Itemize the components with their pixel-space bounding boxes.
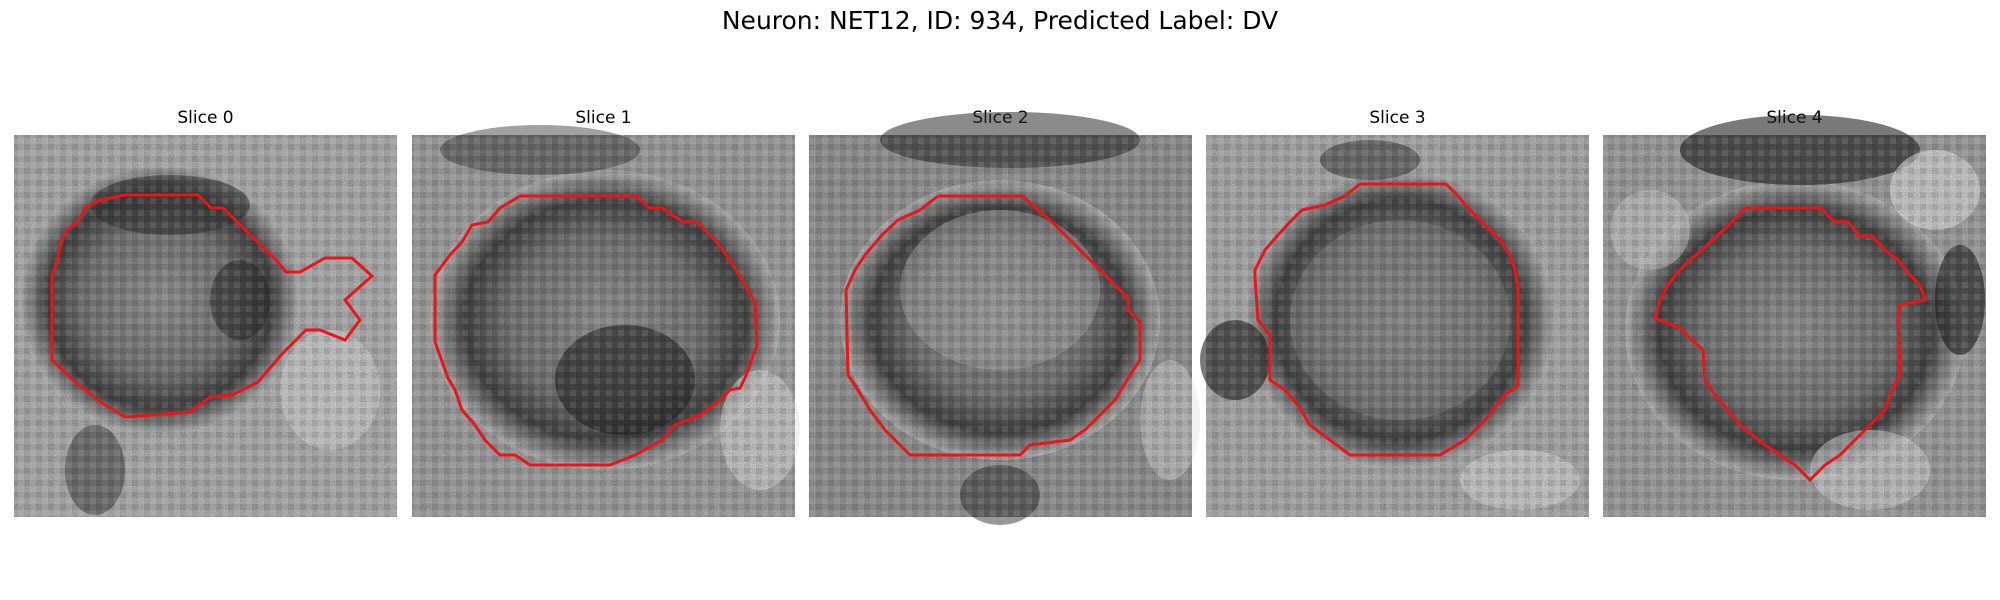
slice-1-image — [412, 125, 800, 517]
slice-2-contour — [844, 194, 1142, 457]
slice-3-title: Slice 3 — [1369, 108, 1426, 128]
figure-title: Neuron: NET12, ID: 934, Predicted Label:… — [721, 6, 1279, 35]
slice-0-title: Slice 0 — [177, 108, 234, 128]
slice-3-contour — [1253, 182, 1520, 457]
slice-1-contour — [433, 194, 759, 467]
slice-4-image — [1603, 115, 1986, 517]
slice-0-image — [14, 135, 397, 517]
slice-0-contour — [50, 193, 375, 419]
slice-2-image — [809, 112, 1200, 525]
slice-1-title: Slice 1 — [575, 108, 632, 128]
slice-3-image — [1200, 135, 1589, 517]
slice-4-contour — [1653, 206, 1927, 483]
